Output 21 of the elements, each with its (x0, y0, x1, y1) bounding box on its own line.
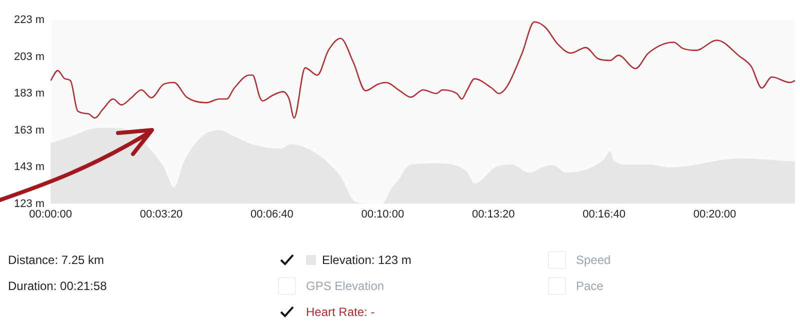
text: Heart Rate: - (305, 304, 376, 321)
text: GPS Elevation (305, 278, 386, 295)
y-tick-label: 143 m (14, 161, 45, 174)
x-tick-label: 00:13:20 (472, 208, 515, 220)
y-tick-label: 123 m (14, 198, 45, 210)
x-tick-label: 00:03:20 (140, 208, 183, 220)
x-tick-label: 00:00:00 (29, 208, 72, 220)
text: Speed (575, 252, 611, 269)
text: Pace (575, 278, 604, 295)
x-tick-label: 00:20:00 (693, 208, 736, 220)
y-tick-label: 223 m (14, 14, 45, 26)
text: Distance: 7.25 km (8, 252, 106, 269)
x-tick-label: 00:16:40 (582, 208, 626, 220)
text: Duration: 00:21:58 (8, 278, 108, 295)
line-series (50, 21, 795, 119)
x-tick-label: 00:06:40 (250, 208, 294, 220)
y-tick-label: 183 m (14, 88, 45, 100)
y-tick-label: 203 m (14, 50, 45, 63)
legend-label: Elevation: 123 m (321, 252, 412, 269)
x-tick-label: 00:10:00 (361, 208, 404, 220)
y-tick-label: 163 m (14, 124, 45, 136)
